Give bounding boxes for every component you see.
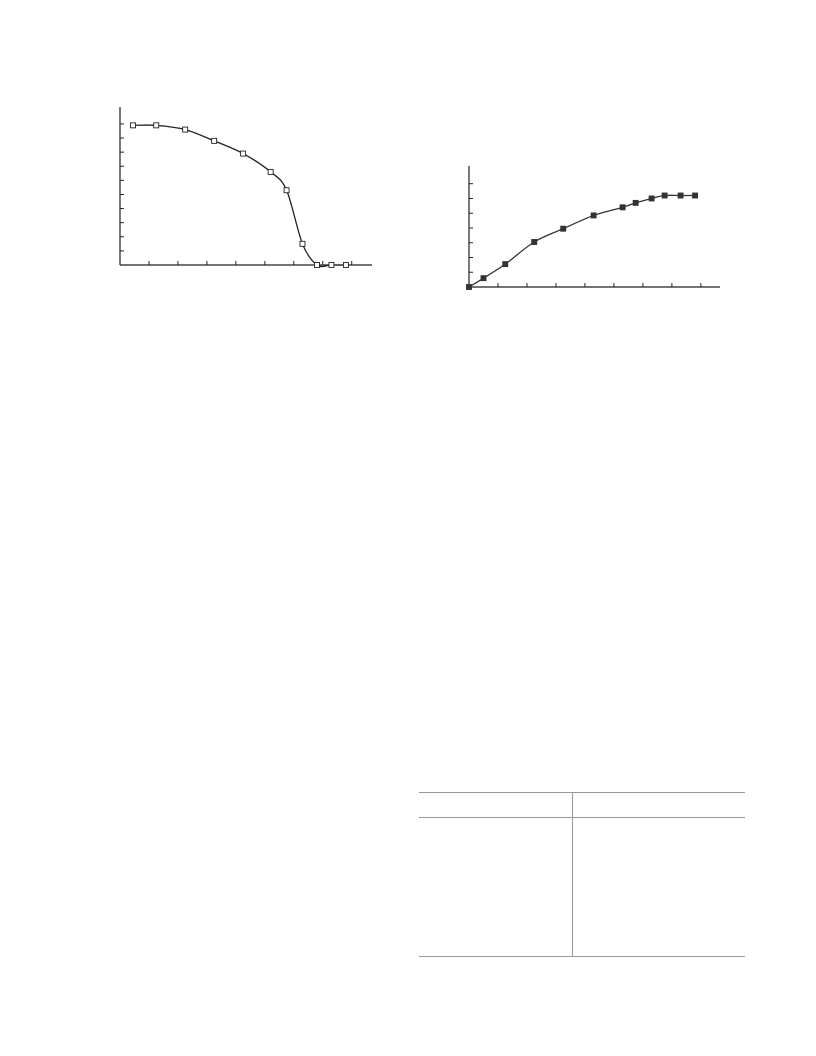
data-point [314,262,320,268]
data-point [692,192,699,199]
data-point [328,262,335,268]
data-point [560,225,567,232]
data-line [468,194,696,288]
data-point [677,192,684,199]
data-point [531,239,538,245]
empty-table [419,792,745,957]
data-line [133,124,346,268]
data-point [480,275,487,282]
data-point [590,212,597,219]
data-point [466,284,472,290]
data-point [211,137,218,144]
data-point [342,262,349,268]
data-point [240,150,247,157]
data-point [267,168,274,175]
data-point [619,204,626,211]
data-point [661,192,668,199]
data-point [153,122,160,129]
data-point [130,122,136,129]
data-point [502,261,509,268]
data-point [632,199,639,206]
data-point [283,187,290,194]
data-point [299,240,306,247]
data-point [648,195,655,202]
data-point [182,126,189,133]
